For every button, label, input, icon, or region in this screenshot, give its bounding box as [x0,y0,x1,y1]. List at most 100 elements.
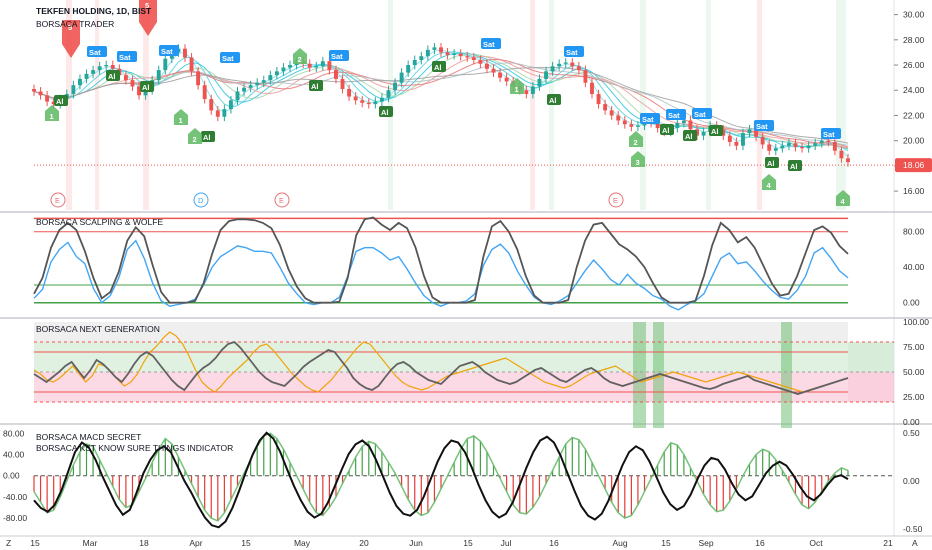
buy-signal-label: Al [711,127,719,136]
x-tick-label: 15 [30,538,40,548]
candle-body [734,141,739,146]
histogram-outline [33,432,849,522]
corner-right-label[interactable]: A [912,538,918,548]
candle-body [393,82,398,91]
x-tick-label: 16 [549,538,559,548]
candle-body [274,71,279,76]
candle-body [800,146,805,149]
right-tick-label: -0.50 [903,524,923,534]
price-panel-subtitle: BORSACA TRADER [36,19,114,29]
sell-signal-label: Sat [566,48,578,57]
candle-body [281,67,286,72]
candle-body [268,75,273,81]
sell-signal-badge [821,128,841,139]
candle-body [622,120,627,125]
sell-signal-badge [329,50,349,61]
candle-body [235,91,240,101]
highlight-band [530,0,535,210]
buy-count-label: 2 [634,138,638,147]
buy-count-label: 1 [515,85,519,94]
candle-body [629,124,634,127]
candle-body [84,73,89,79]
lower-zone-extension [848,372,894,402]
corner-left-label[interactable]: Z [6,538,11,548]
candle-body [360,100,365,103]
left-tick-label: 40.00 [3,450,25,460]
y-tick-label: 28.00 [903,35,925,45]
candle-body [544,71,548,79]
right-tick-label: 0.00 [903,476,920,486]
sell-count-marker [139,0,157,36]
fast-line [33,239,849,311]
candle-body [353,96,358,101]
sell-signal-badge [117,51,137,62]
candle-body [130,80,135,87]
candle-body [590,82,594,95]
y-tick-label: 25.00 [903,392,925,402]
moving-average-line [33,66,849,144]
y-tick-label: 26.00 [903,60,925,70]
candle-body [813,143,818,146]
buy-signal-label: Al [790,162,798,171]
candle-body [202,85,207,100]
kst-line [33,431,849,529]
candle-body [419,56,424,60]
event-marker [193,192,209,208]
candle-body [189,57,194,72]
x-tick-label: 15 [463,538,473,548]
sell-signal-label: Sat [161,47,173,56]
candle-body [832,141,837,151]
buy-count-label: 2 [193,135,197,144]
candle-body [327,61,332,71]
candle-body [248,85,253,88]
candle-body [504,77,509,82]
last-price-value: 18.06 [903,160,925,170]
buy-count-label: 1 [179,116,183,125]
candle-body [314,66,319,68]
sell-signal-label: Sat [668,111,680,120]
candle-body [347,88,352,97]
buy-count-marker [836,190,850,206]
kst-panel-subtitle: BORSACA KST KNOW SURE THINGS INDICATOR [36,443,233,453]
sell-signal-label: Sat [483,40,495,49]
buy-count-marker [188,128,202,144]
highlight-band [66,0,72,210]
candle-body [143,90,148,96]
buy-count-marker [45,105,59,121]
candle-body [465,56,470,58]
y-tick-label: 20.00 [903,136,925,146]
sell-signal-badge [666,109,686,120]
candle-body [425,49,430,57]
x-tick-label: Aug [612,538,627,548]
buy-signal-badge [432,61,446,72]
highlight-band [95,0,99,210]
candle-body [209,99,214,111]
y-tick-label: 0.00 [903,417,920,427]
y-tick-label: 30.00 [903,10,925,20]
sell-count-marker [62,20,80,58]
sell-signal-label: Sat [331,52,343,61]
sell-signal-badge [481,38,501,49]
buy-signal-badge [309,80,323,91]
candle-body [104,65,109,67]
candle-body [583,70,588,83]
candle-body [366,102,371,105]
candle-body [727,135,732,142]
candle-body [452,53,457,55]
sell-signal-badge [564,46,584,57]
candle-body [183,48,187,58]
candle-body [38,91,43,96]
x-tick-label: 16 [755,538,765,548]
candle-body [550,66,555,72]
x-tick-label: 18 [139,538,149,548]
candle-body [255,82,260,86]
candle-body [767,144,772,151]
candle-body [498,72,503,78]
candle-body [432,47,437,50]
candle-body [32,88,36,92]
gray-line [33,340,849,395]
candle-body [741,133,745,146]
x-tick-label: Jul [501,538,512,548]
candle-body [786,143,791,146]
candle-body [793,143,798,147]
